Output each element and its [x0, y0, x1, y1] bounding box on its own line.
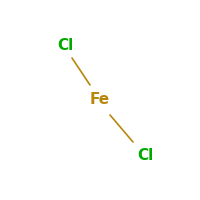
- Text: Cl: Cl: [57, 38, 73, 52]
- Text: Cl: Cl: [137, 148, 153, 162]
- Text: Fe: Fe: [90, 92, 110, 108]
